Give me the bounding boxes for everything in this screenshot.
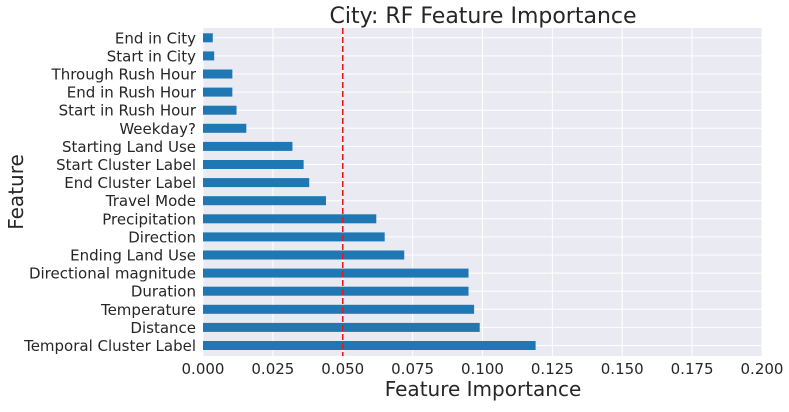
bar <box>203 268 469 278</box>
y-tick-label: Distance <box>130 319 196 337</box>
bar <box>203 232 385 242</box>
x-tick-label: 0.150 <box>601 360 644 378</box>
y-axis-label: Feature <box>4 154 28 230</box>
y-tick-label: Through Rush Hour <box>51 66 197 84</box>
bar <box>203 341 536 350</box>
bar <box>203 196 326 206</box>
y-tick-label: Start in City <box>107 47 196 65</box>
bar-layer <box>203 33 536 350</box>
y-tick-label: Weekday? <box>119 120 196 138</box>
x-tick-labels: 0.000 0.025 0.050 0.075 0.100 0.125 0.150 0.175… <box>182 360 784 378</box>
bar <box>203 123 247 133</box>
y-tick-label: Temperature <box>100 301 196 319</box>
y-tick-label: Starting Land Use <box>62 138 196 156</box>
y-tick-label: Travel Mode <box>105 192 196 210</box>
y-tick-label: Directional magnitude <box>29 265 196 283</box>
x-tick-label: 0.075 <box>391 360 434 378</box>
x-tick-label: 0.025 <box>251 360 294 378</box>
y-tick-label: End in City <box>115 29 196 47</box>
bar <box>203 160 304 169</box>
x-tick-label: 0.175 <box>671 360 714 378</box>
bar <box>203 69 233 79</box>
bar <box>203 141 293 151</box>
y-tick-label: End Cluster Label <box>64 174 196 192</box>
y-tick-label: Duration <box>131 283 196 301</box>
y-tick-label: End in Rush Hour <box>67 84 197 102</box>
bar <box>203 322 480 332</box>
y-tick-label: Direction <box>128 228 196 246</box>
bar <box>203 286 469 296</box>
bar <box>203 33 213 43</box>
bar <box>203 51 215 61</box>
bar <box>203 304 475 314</box>
x-tick-label: 0.050 <box>321 360 364 378</box>
y-tick-label: Start in Rush Hour <box>59 102 197 120</box>
bar <box>203 87 233 97</box>
x-tick-label: 0.100 <box>461 360 504 378</box>
bar <box>203 105 237 115</box>
x-axis-label: Feature Importance <box>385 377 582 401</box>
x-tick-label: 0.200 <box>741 360 784 378</box>
y-tick-labels: Temporal Cluster LabelDistanceTemperatur… <box>23 29 197 355</box>
y-tick-label: Precipitation <box>102 210 196 228</box>
y-tick-label: Ending Land Use <box>70 247 196 265</box>
x-tick-label: 0.125 <box>531 360 574 378</box>
bar <box>203 214 377 224</box>
chart-title: City: RF Feature Importance <box>329 4 636 29</box>
y-tick-label: Temporal Cluster Label <box>23 337 196 355</box>
x-tick-label: 0.000 <box>182 360 225 378</box>
y-tick-label: Start Cluster Label <box>56 156 196 174</box>
bar <box>203 250 405 260</box>
bar <box>203 178 310 188</box>
